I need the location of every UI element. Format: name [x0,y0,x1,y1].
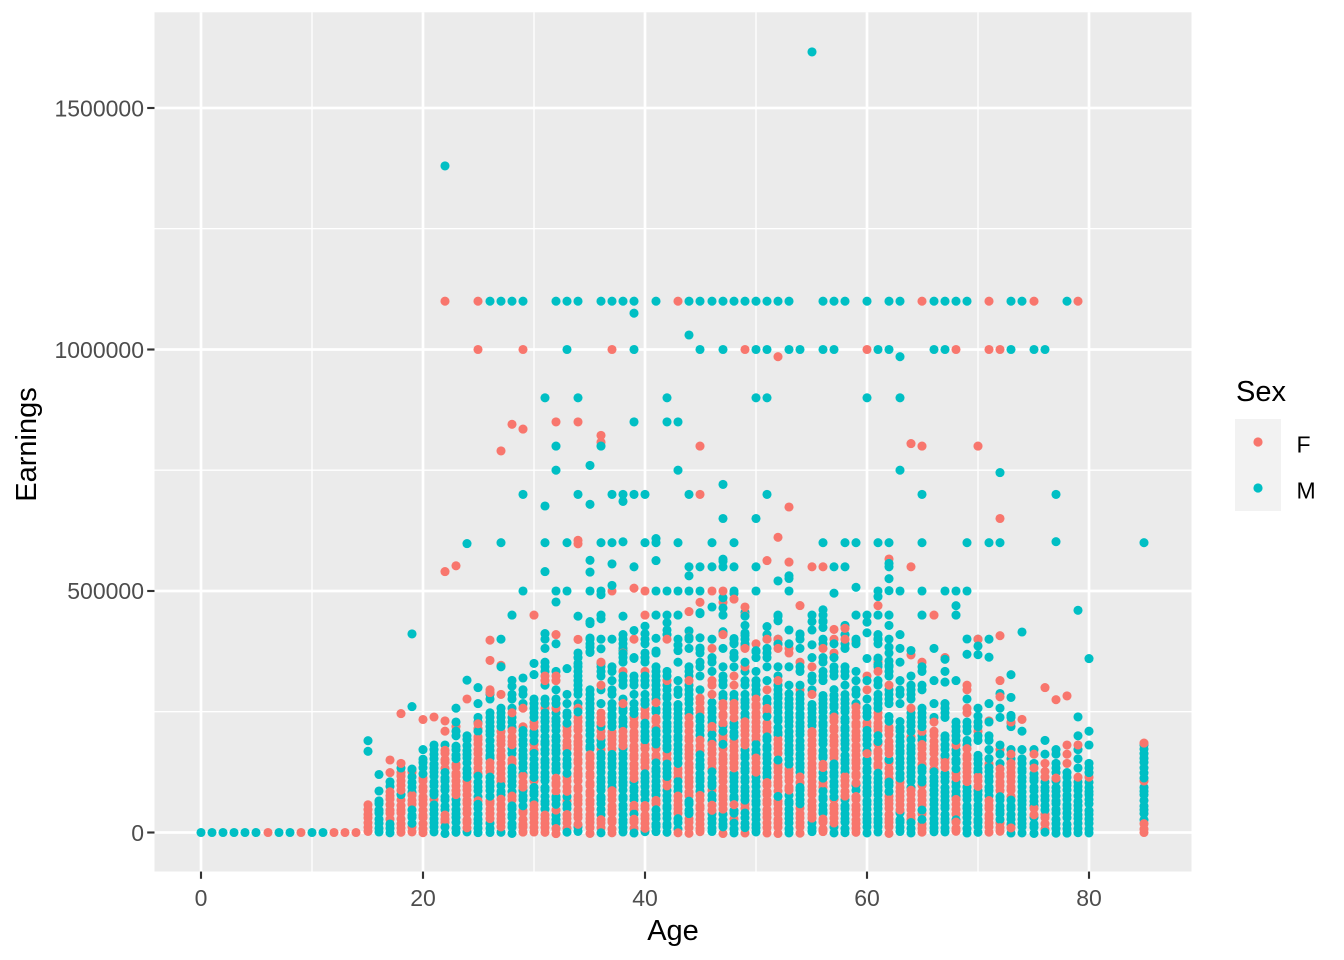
svg-text:80: 80 [1076,885,1102,911]
svg-text:500000: 500000 [67,578,144,604]
svg-text:Earnings: Earnings [11,387,43,501]
svg-text:Age: Age [647,915,699,947]
svg-text:60: 60 [854,885,880,911]
svg-text:40: 40 [632,885,658,911]
svg-text:20: 20 [410,885,436,911]
svg-text:1500000: 1500000 [54,95,144,121]
svg-text:1000000: 1000000 [54,337,144,363]
svg-text:0: 0 [131,820,144,846]
svg-text:0: 0 [195,885,208,911]
svg-text:M: M [1297,477,1316,503]
svg-text:Sex: Sex [1236,376,1286,408]
svg-text:F: F [1297,431,1311,457]
